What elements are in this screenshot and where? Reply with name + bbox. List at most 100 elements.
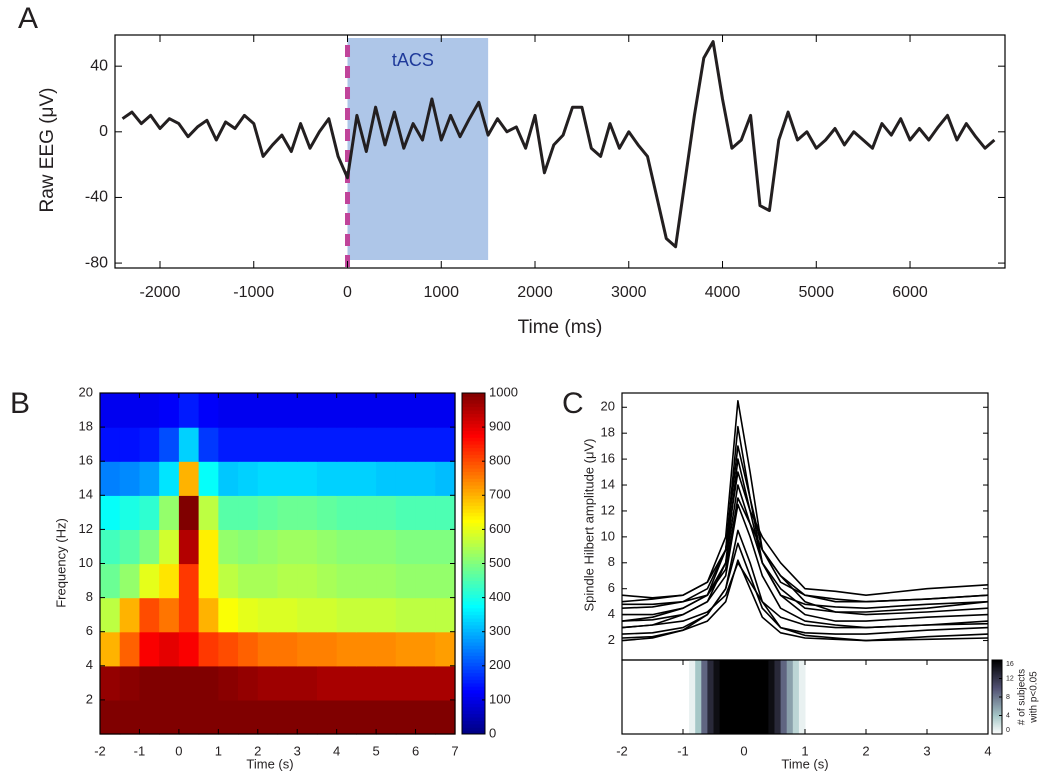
colorbar-segment bbox=[992, 724, 1002, 726]
colorbar-segment bbox=[462, 491, 485, 496]
heatmap-cell bbox=[139, 665, 160, 701]
heatmap-cell bbox=[356, 495, 377, 530]
heatmap-cell bbox=[435, 427, 456, 462]
x-tick-label: 1000 bbox=[423, 284, 459, 301]
colorbar-segment bbox=[462, 515, 485, 520]
heatmap-cell bbox=[238, 597, 259, 633]
heatmap-cell bbox=[139, 495, 160, 530]
colorbar-segment bbox=[992, 705, 1002, 707]
colorbar-segment bbox=[992, 708, 1002, 711]
colorbar-segment bbox=[462, 652, 485, 657]
heatmap-cell bbox=[119, 665, 141, 701]
heatmap-cell bbox=[257, 495, 279, 530]
colorbar-segment bbox=[462, 525, 485, 530]
x-tick-label: 4 bbox=[333, 743, 340, 758]
colorbar-segment bbox=[992, 716, 1002, 718]
significance-cell bbox=[719, 660, 769, 734]
heatmap-cell bbox=[159, 563, 180, 599]
x-tick-label: 0 bbox=[740, 743, 747, 758]
heatmap-cell bbox=[100, 597, 121, 633]
colorbar-segment bbox=[462, 590, 485, 595]
heatmap-cell bbox=[178, 699, 200, 735]
colorbar-segment bbox=[992, 698, 1002, 700]
colorbar-segment bbox=[462, 416, 485, 421]
heatmap-cell bbox=[178, 563, 200, 599]
colorbar-segment bbox=[992, 667, 1002, 669]
colorbar-tick-label: 8 bbox=[1006, 694, 1010, 701]
y-tick-label: 18 bbox=[79, 419, 93, 434]
colorbar-segment bbox=[462, 399, 485, 404]
heatmap-cell bbox=[376, 495, 397, 530]
colorbar-label: with p<0.05 bbox=[1029, 671, 1040, 724]
colorbar-segment bbox=[462, 413, 485, 418]
colorbar-segment bbox=[992, 693, 1002, 695]
colorbar-segment bbox=[462, 433, 485, 438]
heatmap-cell bbox=[159, 529, 180, 565]
heatmap-cell bbox=[356, 631, 377, 667]
y-tick-label: 12 bbox=[601, 502, 615, 517]
stimulation-label: tACS bbox=[392, 50, 434, 70]
colorbar-tick-label: 400 bbox=[489, 589, 511, 604]
colorbar-segment bbox=[462, 437, 485, 442]
heatmap-cell bbox=[238, 665, 259, 701]
colorbar-segment bbox=[992, 714, 1002, 716]
heatmap-cell bbox=[297, 529, 318, 565]
x-tick-label: 5 bbox=[372, 743, 379, 758]
heatmap-cell bbox=[178, 393, 200, 428]
heatmap-cell bbox=[257, 529, 279, 565]
colorbar-segment bbox=[992, 704, 1002, 706]
colorbar-segment bbox=[992, 710, 1002, 712]
heatmap-cell bbox=[178, 495, 200, 530]
x-tick-label: 0 bbox=[343, 284, 352, 301]
colorbar-segment bbox=[462, 693, 485, 697]
colorbar-segment bbox=[462, 689, 485, 694]
heatmap-cell bbox=[159, 461, 180, 496]
heatmap-cell bbox=[238, 427, 259, 462]
subject-trace bbox=[621, 425, 989, 609]
heatmap-cell bbox=[159, 631, 180, 667]
colorbar-tick-label: 16 bbox=[1006, 661, 1014, 668]
colorbar-segment bbox=[992, 721, 1002, 723]
colorbar-segment bbox=[462, 577, 485, 582]
colorbar-segment bbox=[462, 727, 485, 732]
heatmap-cell bbox=[159, 699, 180, 735]
colorbar-segment bbox=[992, 682, 1002, 685]
colorbar-tick-label: 300 bbox=[489, 623, 511, 638]
x-tick-label: 3000 bbox=[611, 284, 647, 301]
colorbar-segment bbox=[462, 553, 485, 558]
heatmap-cell bbox=[297, 631, 318, 667]
heatmap-cell bbox=[119, 461, 141, 496]
colorbar-segment bbox=[992, 685, 1002, 687]
colorbar-segment bbox=[462, 505, 485, 510]
y-tick-label: 14 bbox=[79, 487, 93, 502]
colorbar-segment bbox=[992, 731, 1002, 734]
colorbar-segment bbox=[992, 663, 1002, 665]
colorbar-segment bbox=[992, 685, 1002, 688]
heatmap-cell bbox=[297, 393, 318, 428]
y-tick-label: 40 bbox=[90, 57, 108, 74]
heatmap-cell bbox=[100, 461, 121, 496]
colorbar-segment bbox=[462, 454, 485, 459]
significance-cell bbox=[713, 660, 721, 734]
colorbar-segment bbox=[462, 638, 485, 643]
colorbar-segment bbox=[992, 719, 1002, 722]
colorbar-segment bbox=[462, 423, 485, 428]
colorbar-segment bbox=[462, 607, 485, 612]
colorbar-segment bbox=[462, 669, 485, 674]
x-tick-label: -2000 bbox=[140, 284, 181, 301]
colorbar-segment bbox=[992, 702, 1002, 705]
colorbar-segment bbox=[992, 688, 1002, 691]
colorbar-segment bbox=[992, 695, 1002, 697]
colorbar-segment bbox=[992, 668, 1002, 670]
colorbar-segment bbox=[462, 611, 485, 616]
heatmap-cell bbox=[159, 393, 180, 428]
colorbar-segment bbox=[992, 713, 1002, 715]
colorbar-tick-label: 4 bbox=[1006, 712, 1010, 719]
y-tick-label: 4 bbox=[86, 657, 93, 672]
colorbar-segment bbox=[462, 665, 485, 670]
y-tick-label: 4 bbox=[608, 606, 615, 621]
colorbar-segment bbox=[462, 532, 485, 537]
heatmap-cell bbox=[100, 631, 121, 667]
colorbar-segment bbox=[992, 666, 1002, 668]
